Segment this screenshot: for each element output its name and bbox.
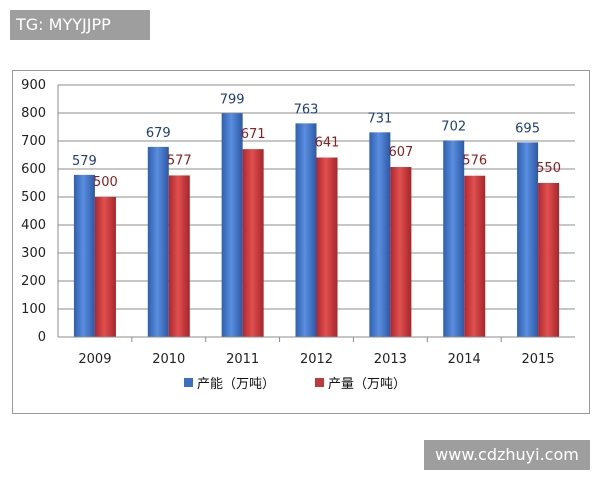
bar-output-2010 [168, 175, 190, 337]
data-label: 641 [315, 136, 340, 151]
bar-capacity-2010 [147, 146, 169, 337]
data-label: 607 [388, 145, 413, 160]
data-label: 731 [367, 111, 392, 126]
bar-capacity-2011 [221, 113, 243, 337]
y-tick-label: 600 [21, 162, 46, 177]
legend-swatch-output [315, 378, 324, 387]
data-label: 679 [146, 126, 171, 141]
y-tick-label: 0 [38, 330, 46, 345]
bar-capacity-2015 [517, 142, 539, 337]
y-tick-label: 300 [21, 246, 46, 261]
data-label: 577 [167, 153, 192, 168]
x-tick-label: 2011 [226, 352, 259, 367]
x-tick-label: 2014 [448, 352, 481, 367]
x-tick-label: 2010 [152, 352, 185, 367]
legend-label: 产量（万吨） [328, 377, 406, 392]
bar-capacity-2013 [369, 132, 391, 337]
data-label: 695 [515, 121, 540, 136]
data-label: 500 [93, 175, 118, 190]
bar-output-2009 [94, 197, 116, 337]
y-tick-label: 800 [21, 106, 46, 121]
data-label: 799 [220, 92, 245, 107]
y-tick-label: 100 [21, 302, 46, 317]
y-tick-label: 200 [21, 274, 46, 289]
watermark-bottom: www.cdzhuyi.com [424, 440, 590, 470]
data-label: 576 [462, 154, 487, 169]
bar-output-2014 [464, 175, 486, 337]
bar-output-2011 [242, 149, 264, 337]
y-tick-label: 500 [21, 190, 46, 205]
data-label: 702 [441, 119, 466, 134]
legend: 产能（万吨） 产量（万吨） [184, 377, 406, 392]
x-tick-label: 2009 [78, 352, 111, 367]
bar-capacity-2014 [443, 140, 465, 337]
watermark-top: TG: MYYJJPP [10, 10, 150, 40]
x-tick-label: 2013 [374, 352, 407, 367]
bar-output-2012 [316, 157, 338, 337]
data-label: 763 [294, 102, 319, 117]
y-tick-label: 700 [21, 134, 46, 149]
bar-output-2013 [390, 167, 412, 337]
legend-label: 产能（万吨） [197, 377, 275, 392]
y-tick-label: 400 [21, 218, 46, 233]
data-labels: 579 500 679 577 799 671 763 641 731 607 702 576 695 5… [72, 92, 561, 190]
bar-output-2015 [538, 183, 560, 337]
data-label: 550 [536, 161, 561, 176]
data-label: 579 [72, 154, 97, 169]
y-tick-label: 900 [21, 78, 46, 93]
bars [73, 113, 560, 337]
data-label: 671 [241, 127, 266, 142]
bar-capacity-2012 [295, 123, 317, 337]
legend-swatch-capacity [184, 378, 193, 387]
axes: 0 100 200 300 400 500 600 700 800 900 2009 2010 2011… [21, 78, 575, 367]
bar-capacity-2009 [73, 174, 95, 337]
x-tick-label: 2015 [522, 352, 555, 367]
x-tick-label: 2012 [300, 352, 333, 367]
